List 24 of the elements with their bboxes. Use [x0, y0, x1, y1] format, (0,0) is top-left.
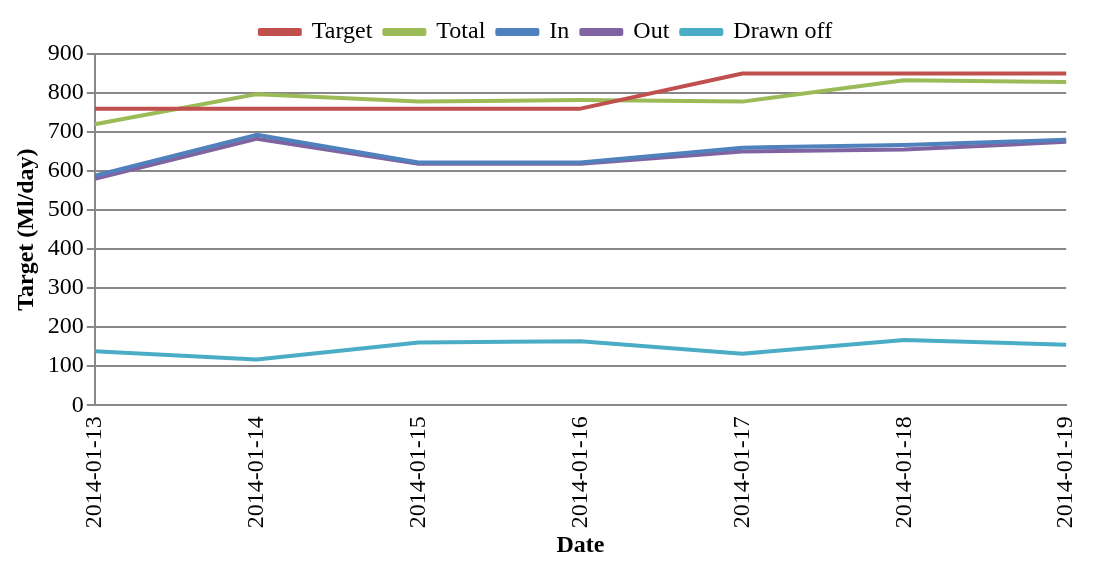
x-tick-label: 2014-01-14	[242, 416, 268, 529]
legend-label: Drawn off	[733, 17, 833, 44]
y-tick-label: 800	[47, 78, 84, 105]
y-tick-label: 600	[47, 156, 84, 183]
y-tick-label: 200	[47, 312, 84, 339]
y-tick-label: 100	[47, 351, 84, 378]
x-tick-label: 2014-01-16	[565, 416, 592, 529]
x-tick-label: 2014-01-17	[727, 416, 754, 529]
x-tick-label: 2014-01-15	[403, 416, 430, 529]
y-axis-title: Target (Ml/day)	[11, 148, 38, 311]
x-tick-label: 2014-01-18	[889, 416, 916, 529]
legend-label: In	[549, 17, 570, 44]
x-axis-title: Date	[556, 530, 605, 557]
y-tick-label: 500	[47, 195, 84, 222]
y-tick-label: 300	[47, 273, 84, 300]
legend-label: Out	[633, 17, 670, 44]
y-tick-label: 900	[47, 39, 84, 66]
x-tick-label: 2014-01-13	[80, 416, 107, 529]
x-tick-label: 2014-01-19	[1051, 416, 1078, 529]
y-tick-label: 0	[71, 390, 84, 417]
legend-label: Total	[436, 17, 486, 44]
y-tick-label: 700	[47, 117, 84, 144]
legend-label: Target	[311, 17, 373, 44]
y-tick-label: 400	[47, 234, 84, 261]
